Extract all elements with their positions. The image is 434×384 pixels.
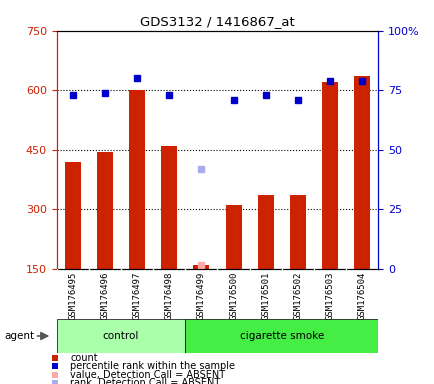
Text: GSM176500: GSM176500 — [229, 271, 237, 319]
Text: GSM176502: GSM176502 — [293, 271, 302, 319]
Bar — [353, 76, 369, 269]
Text: rank, Detection Call = ABSENT: rank, Detection Call = ABSENT — [70, 378, 220, 384]
Bar — [161, 146, 177, 269]
Bar — [289, 195, 305, 269]
Text: control: control — [102, 331, 139, 341]
Bar — [257, 195, 273, 269]
Text: GSM176496: GSM176496 — [100, 271, 109, 319]
Text: agent: agent — [4, 331, 34, 341]
Text: percentile rank within the sample: percentile rank within the sample — [70, 361, 235, 371]
Bar — [321, 82, 338, 269]
Text: GSM176497: GSM176497 — [132, 271, 141, 319]
Text: count: count — [70, 353, 98, 363]
Bar — [56, 319, 185, 353]
Bar — [225, 205, 241, 269]
Text: GSM176501: GSM176501 — [261, 271, 270, 319]
Bar — [65, 162, 81, 269]
Bar — [193, 265, 209, 269]
Bar — [128, 90, 145, 269]
Bar — [97, 152, 113, 269]
Bar — [185, 319, 378, 353]
Text: GSM176495: GSM176495 — [68, 271, 77, 319]
Text: value, Detection Call = ABSENT: value, Detection Call = ABSENT — [70, 370, 225, 380]
Text: GSM176498: GSM176498 — [164, 271, 173, 319]
Text: cigarette smoke: cigarette smoke — [239, 331, 323, 341]
Text: GSM176499: GSM176499 — [197, 271, 205, 319]
Title: GDS3132 / 1416867_at: GDS3132 / 1416867_at — [140, 15, 294, 28]
Text: GSM176503: GSM176503 — [325, 271, 334, 319]
Text: GSM176504: GSM176504 — [357, 271, 366, 319]
